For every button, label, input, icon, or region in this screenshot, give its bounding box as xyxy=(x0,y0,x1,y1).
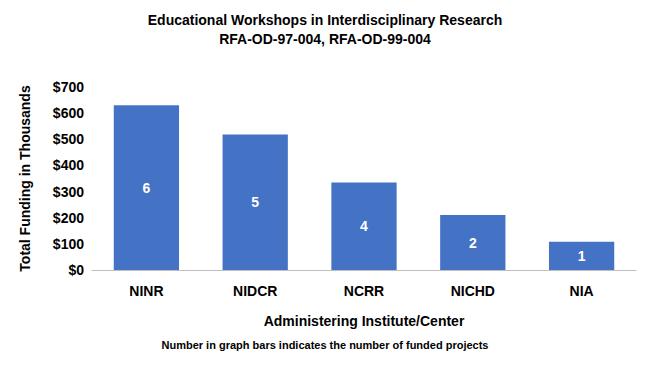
svg-text:Administering Institute/Center: Administering Institute/Center xyxy=(264,313,465,329)
svg-text:NINR: NINR xyxy=(129,283,163,299)
svg-text:NIA: NIA xyxy=(570,283,594,299)
svg-text:2: 2 xyxy=(469,235,477,251)
svg-text:$200: $200 xyxy=(53,210,84,226)
svg-text:6: 6 xyxy=(143,180,151,196)
svg-text:5: 5 xyxy=(251,194,259,210)
svg-text:Number in graph bars indicates: Number in graph bars indicates the numbe… xyxy=(162,339,489,351)
svg-text:$700: $700 xyxy=(53,79,84,95)
svg-text:$400: $400 xyxy=(53,157,84,173)
svg-text:4: 4 xyxy=(360,218,368,234)
svg-text:NCRR: NCRR xyxy=(344,283,384,299)
svg-text:$600: $600 xyxy=(53,105,84,121)
svg-text:1: 1 xyxy=(578,248,586,264)
svg-text:Educational Workshops in Inter: Educational Workshops in Interdisciplina… xyxy=(148,12,503,28)
svg-text:NICHD: NICHD xyxy=(451,283,495,299)
svg-text:$100: $100 xyxy=(53,236,84,252)
svg-text:Total Funding in Thousands: Total Funding in Thousands xyxy=(17,85,33,272)
svg-text:$500: $500 xyxy=(53,131,84,147)
svg-text:$300: $300 xyxy=(53,184,84,200)
svg-text:RFA-OD-97-004, RFA-OD-99-004: RFA-OD-97-004, RFA-OD-99-004 xyxy=(219,31,431,47)
svg-text:$0: $0 xyxy=(68,262,84,278)
svg-text:NIDCR: NIDCR xyxy=(233,283,277,299)
